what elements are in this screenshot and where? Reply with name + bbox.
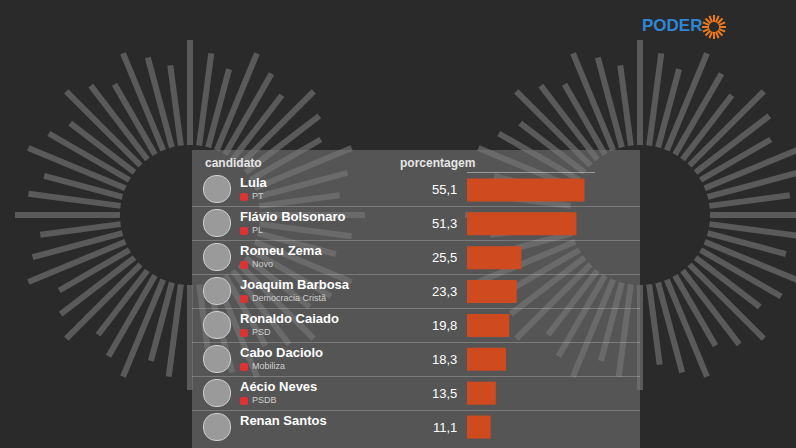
html-text:PT: PT [252,191,264,201]
html-text:PL: PL [252,225,263,235]
html-text:Mobiliza: Mobiliza [252,361,285,371]
svg-text:51,3: 51,3 [432,216,457,231]
html-text:Novo: Novo [252,259,273,269]
html-text:PODER: PODER [642,16,703,35]
html-text:Renan Santos: Renan Santos [240,413,327,428]
html-text:Ronaldo Caiado: Ronaldo Caiado [240,311,339,326]
svg-text:11,1: 11,1 [433,420,457,435]
html-text:Romeu Zema: Romeu Zema [240,243,322,258]
html-text:Cabo Daciolo: Cabo Daciolo [240,345,324,360]
html-text:candidato: candidato [205,156,262,170]
html-text:PSDB: PSDB [252,395,277,405]
html-text:Lula: Lula [240,175,267,190]
html-text:Flávio Bolsonaro: Flávio Bolsonaro [240,209,346,224]
svg-text:25,5: 25,5 [432,250,457,265]
html-text:Joaquim Barbosa: Joaquim Barbosa [240,277,350,292]
html-text:PSD: PSD [252,327,271,337]
html-text:Democracia Cristã: Democracia Cristã [252,293,326,303]
svg-text:23,3: 23,3 [432,284,457,299]
svg-text:18,3: 18,3 [432,352,457,367]
html-text:Aécio Neves: Aécio Neves [240,379,318,394]
svg-text:19,8: 19,8 [432,318,457,333]
html-text:porcentagem: porcentagem [400,156,476,170]
svg-text:13,5: 13,5 [432,386,457,401]
svg-text:55,1: 55,1 [432,182,457,197]
